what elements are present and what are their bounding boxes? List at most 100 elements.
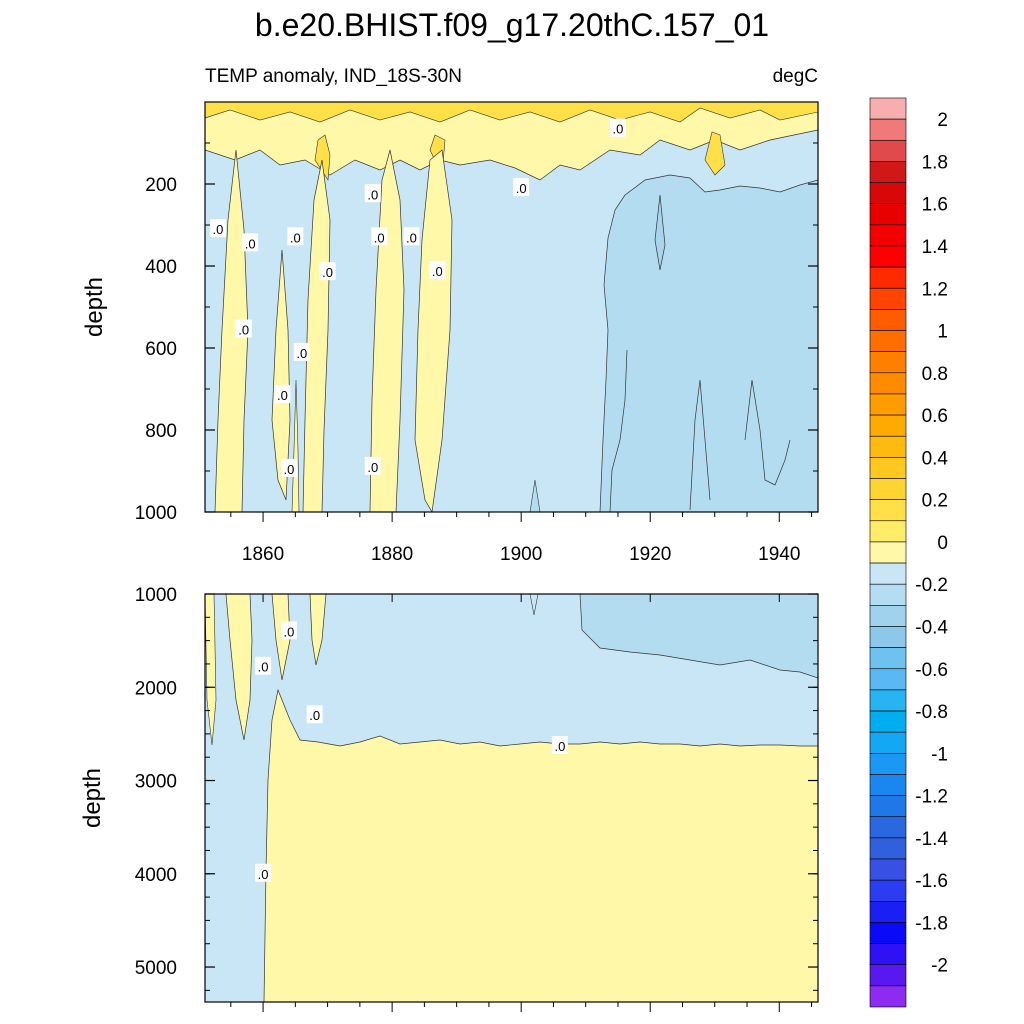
colorbar-label: 1.2	[922, 279, 948, 300]
colorbar-swatch	[869, 816, 907, 839]
y-tick-label: 5000	[135, 958, 177, 979]
colorbar-label: -0.6	[915, 660, 948, 681]
lower-y-axis: 1000 2000 3000 4000 5000	[135, 585, 818, 991]
contour-label: .0	[255, 656, 272, 675]
colorbar-label: 1	[937, 322, 948, 343]
colorbar-swatch	[869, 964, 907, 987]
colorbar-swatch	[869, 985, 907, 1008]
colorbar-label: 0.2	[922, 491, 948, 512]
upper-warm-surface-band	[205, 102, 818, 181]
upper-x-axis: 1860 1880 1900 1920 1940	[230, 512, 813, 565]
chart-title: b.e20.BHIST.f09_g17.20thC.157_01	[255, 7, 769, 43]
x-tick-label: 1900	[500, 544, 542, 565]
contour-label: .0	[306, 705, 323, 724]
y-tick-label: 3000	[135, 772, 177, 793]
colorbar-label: -1.4	[915, 829, 948, 850]
colorbar-swatch	[869, 858, 907, 881]
svg-text:.0: .0	[374, 230, 385, 245]
colorbar-swatch	[869, 689, 907, 712]
colorbar-label: 0	[937, 533, 948, 554]
svg-text:.0: .0	[258, 660, 269, 675]
colorbar-swatch	[869, 118, 907, 141]
contour-label: .0	[280, 458, 297, 477]
colorbar-swatch	[869, 372, 907, 395]
svg-text:.0: .0	[367, 187, 378, 202]
lower-contour-labels: .0 .0 .0 .0 .0	[255, 621, 568, 882]
contour-label: .0	[371, 227, 388, 246]
colorbar-swatch	[869, 351, 907, 374]
colorbar-swatch	[869, 139, 907, 162]
upper-warm-tongue	[369, 149, 405, 512]
svg-text:.0: .0	[283, 462, 294, 477]
right-string: degC	[773, 66, 818, 87]
colorbar-swatch	[869, 203, 907, 226]
upper-contour-line	[689, 379, 711, 511]
colorbar-label: -1.8	[915, 913, 948, 934]
svg-text:.0: .0	[277, 388, 288, 403]
colorbar-swatch	[869, 879, 907, 902]
colorbar-swatch	[869, 309, 907, 331]
svg-text:.0: .0	[432, 264, 443, 279]
svg-text:.0: .0	[406, 230, 417, 245]
contour-label: .0	[255, 863, 272, 882]
svg-text:.0: .0	[212, 222, 223, 237]
colorbar-label: 0.6	[922, 406, 948, 427]
upper-warm-tongue	[414, 149, 453, 512]
lower-plot-frame	[204, 593, 819, 1003]
svg-text:.0: .0	[309, 708, 320, 723]
upper-warm-surface-streaks	[205, 102, 818, 123]
colorbar-label: -1.6	[915, 871, 948, 892]
colorbar-swatch	[869, 731, 907, 754]
colorbar-swatch	[869, 435, 907, 458]
svg-text:.0: .0	[516, 181, 527, 196]
colorbar-label: 0.4	[922, 448, 949, 469]
svg-text:.0: .0	[367, 460, 378, 475]
colorbar-swatch	[869, 520, 907, 543]
contour-label: .0	[513, 178, 530, 197]
upper-cool-tick	[529, 479, 541, 512]
colorbar-swatch	[869, 478, 907, 500]
colorbar-swatch	[869, 499, 907, 522]
colorbar-swatch	[869, 266, 907, 289]
y-tick-label: 800	[145, 421, 177, 442]
upper-cool-region	[599, 174, 818, 512]
colorbar-swatch	[869, 943, 907, 966]
upper-contour-labels: .0 .0 .0 .0 .0 .0 .0 .0 .0 .0 .0 .0 .0 .0 .0	[209, 118, 626, 477]
svg-text:.0: .0	[245, 236, 256, 251]
lower-warm-tongue	[205, 594, 217, 746]
colorbar-swatch	[869, 837, 907, 860]
colorbar-label: -0.2	[915, 575, 948, 596]
svg-text:.0: .0	[238, 323, 249, 338]
svg-text:.0: .0	[613, 122, 624, 137]
left-string: TEMP anomaly, IND_18S-30N	[205, 66, 462, 87]
colorbar-label: -1.2	[915, 787, 948, 808]
upper-contour-line	[609, 349, 628, 512]
colorbar-label: -2	[931, 956, 948, 977]
lower-warm-tongue	[309, 594, 327, 666]
y-tick-label: 200	[145, 175, 177, 196]
colorbar-swatch	[869, 562, 907, 585]
upper-warm-patch	[314, 134, 331, 181]
colorbar-swatch	[869, 287, 907, 310]
colorbar-swatch	[869, 753, 907, 775]
upper-warm-tongue	[214, 149, 249, 512]
colorbar-swatch	[869, 795, 907, 818]
colorbar-swatch	[869, 583, 907, 606]
contour-label: .0	[609, 118, 626, 137]
colorbar-swatch	[869, 457, 907, 479]
colorbar-swatch	[869, 97, 907, 120]
y-tick-label: 1000	[135, 585, 177, 606]
contour-label: .0	[364, 184, 381, 203]
svg-text:.0: .0	[322, 265, 333, 280]
colorbar-label: -1	[931, 744, 948, 765]
upper-contour-line	[744, 379, 791, 486]
lower-warm-deep-region	[263, 688, 818, 1002]
contour-label: .0	[364, 456, 381, 475]
svg-text:.0: .0	[296, 346, 307, 361]
lower-panel: .0 .0 .0 .0 .0 1000 2000 3000 4000 5000 depth	[79, 585, 819, 1012]
colorbar-label: -0.8	[915, 702, 948, 723]
lower-x-axis	[230, 594, 813, 1012]
colorbar-swatch	[869, 901, 907, 923]
contour-label: .0	[242, 233, 259, 252]
